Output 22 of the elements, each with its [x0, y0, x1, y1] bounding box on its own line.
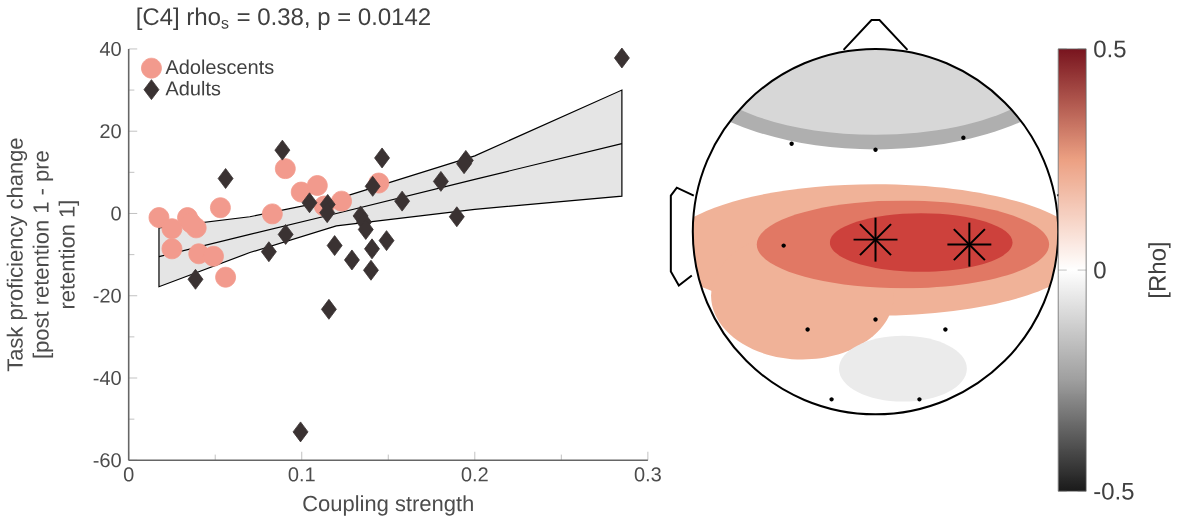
chart-title: [C4] rho$_{s}$ = 0.38, p = 0.0142 — [137, 7, 430, 30]
point — [292, 421, 309, 443]
color-bar-title: [Rho] — [1148, 243, 1171, 297]
text: -0.5 — [1094, 482, 1134, 500]
legend-label: Adults — [165, 80, 221, 96]
y-tick-label: -40 — [93, 370, 121, 385]
text: 0 — [1094, 261, 1106, 279]
y-tick-label: 0 — [111, 206, 121, 221]
text: 0.5 — [1094, 40, 1126, 58]
y-tick-label: -60 — [93, 453, 121, 468]
y-tick-label: -20 — [93, 288, 121, 303]
x-tick-label: 0.2 — [461, 467, 488, 482]
y-axis-title: Task proficiency change [post retention 1 - pre retention 1] — [6, 138, 80, 372]
legend-label: Adolescents — [165, 59, 274, 75]
x-tick-label: 0.1 — [288, 467, 315, 482]
x-tick-label: 0.3 — [634, 467, 661, 482]
point — [614, 47, 630, 69]
x-tick-label: 0 — [123, 467, 134, 482]
point — [321, 298, 337, 320]
y-tick-label: 20 — [100, 124, 121, 139]
y-tick-label: 40 — [99, 41, 121, 56]
x-axis-title: Coupling strength — [303, 495, 473, 516]
